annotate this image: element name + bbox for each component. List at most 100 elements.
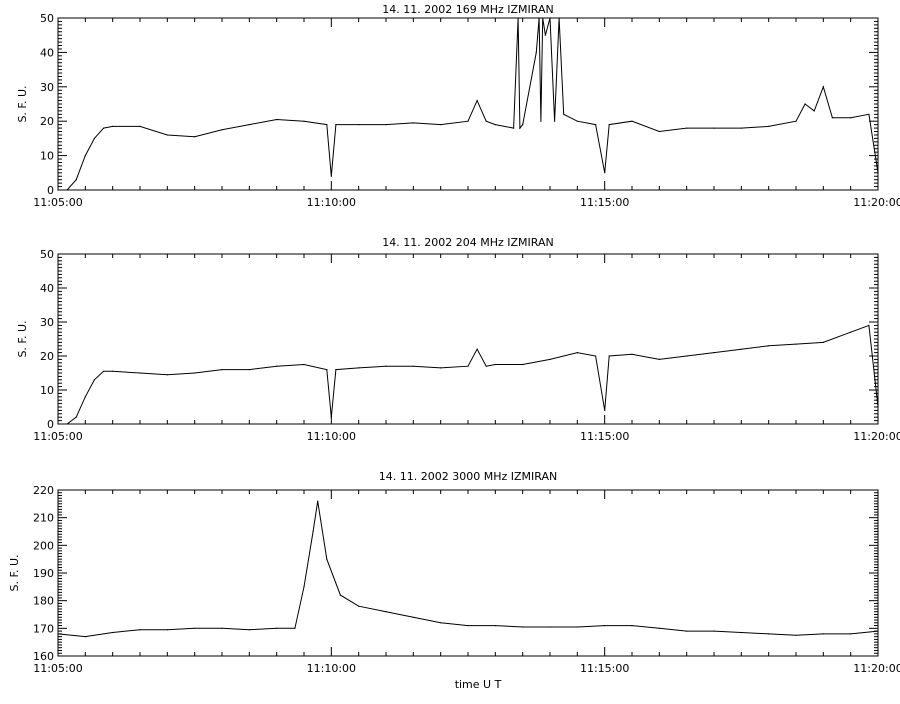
data-point	[485, 365, 487, 367]
data-point	[740, 127, 742, 129]
data-point	[549, 358, 551, 360]
data-point	[822, 341, 824, 343]
data-point	[84, 636, 86, 638]
chart-title: 14. 11. 2002 169 MHz IZMIRAN	[382, 3, 553, 16]
y-tick-label: 170	[33, 622, 54, 635]
chart-panel-1: 14. 11. 2002 169 MHz IZMIRAN 0 10 20 30 40 50 S…	[16, 3, 900, 209]
y-axis-label: S. F. U.	[8, 554, 21, 591]
data-point	[248, 124, 250, 126]
x-tick-label: 11:20:00	[853, 430, 900, 443]
data-point	[768, 125, 770, 127]
data-point	[166, 374, 168, 376]
data-point	[658, 627, 660, 629]
data-point	[221, 369, 223, 371]
x-tick-label: 11:05:00	[33, 430, 82, 443]
data-point	[795, 343, 797, 345]
data-point	[112, 125, 114, 127]
data-point	[103, 127, 105, 129]
data-point	[326, 558, 328, 560]
data-point	[139, 629, 141, 631]
y-tick-label: 200	[33, 539, 54, 552]
data-point	[358, 367, 360, 369]
data-point	[554, 120, 556, 122]
data-point	[658, 358, 660, 360]
data-point	[850, 331, 852, 333]
data-point	[813, 110, 815, 112]
data-point	[57, 423, 59, 425]
x-tick-label: 11:05:00	[33, 196, 82, 209]
data-point	[822, 86, 824, 88]
y-tick-label: 0	[47, 418, 54, 431]
x-tick-label: 11:10:00	[307, 662, 356, 675]
data-point	[440, 622, 442, 624]
data-point	[658, 130, 660, 133]
data-point	[686, 355, 688, 357]
plot-frame	[57, 489, 879, 657]
y-tick-label: 210	[33, 512, 54, 525]
data-point	[335, 369, 337, 371]
data-point	[166, 134, 168, 136]
data-point	[103, 370, 105, 372]
data-point	[850, 117, 852, 119]
data-point	[385, 365, 387, 367]
data-point	[335, 124, 337, 126]
y-tick-label: 30	[40, 81, 54, 94]
data-point	[294, 627, 296, 629]
data-point	[522, 626, 524, 628]
data-point	[112, 370, 114, 372]
data-point	[326, 369, 328, 371]
data-point	[476, 100, 478, 102]
data-point	[522, 363, 524, 366]
data-point	[549, 626, 551, 628]
data-point	[221, 627, 223, 629]
x-tick-label: 11:20:00	[853, 662, 900, 675]
data-point	[440, 367, 442, 369]
data-point	[713, 630, 715, 632]
data-point	[604, 409, 606, 411]
data-point	[576, 626, 578, 628]
data-point	[631, 353, 633, 355]
data-point	[412, 365, 414, 367]
data-point	[608, 355, 610, 357]
y-tick-label: 20	[40, 350, 54, 363]
data-point	[517, 17, 519, 19]
data-point	[194, 136, 196, 138]
data-point	[686, 127, 688, 129]
data-point	[467, 120, 469, 122]
data-point	[84, 155, 86, 157]
data-point	[112, 631, 114, 634]
data-point	[549, 17, 551, 19]
chart-title: 14. 11. 2002 204 MHz IZMIRAN	[382, 236, 553, 249]
y-tick-label: 220	[33, 484, 54, 497]
y-tick-label: 160	[33, 650, 54, 663]
data-point	[494, 363, 496, 366]
data-point	[604, 172, 606, 174]
data-point	[385, 124, 387, 126]
data-point	[412, 616, 414, 618]
data-point	[868, 113, 870, 115]
data-point	[494, 625, 496, 627]
data-point	[139, 125, 141, 127]
data-point	[713, 352, 715, 354]
data-point	[75, 179, 77, 181]
series-line-1	[57, 501, 879, 638]
data-point	[877, 172, 879, 174]
data-point	[330, 175, 332, 177]
data-point	[276, 627, 278, 629]
x-axis-label: time U T	[455, 678, 502, 691]
data-point	[276, 365, 278, 367]
data-point	[795, 634, 797, 636]
data-point	[768, 345, 770, 347]
data-point	[66, 189, 68, 191]
data-point	[57, 189, 59, 191]
data-point	[303, 363, 305, 366]
data-point	[519, 127, 521, 129]
chart-panel-2: 14. 11. 2002 204 MHz IZMIRAN 0 10 20 30 40 50 S…	[16, 236, 900, 443]
data-point	[467, 365, 469, 367]
data-point	[831, 117, 834, 119]
y-tick-label: 30	[40, 316, 54, 329]
data-point	[877, 630, 879, 632]
data-point	[513, 127, 515, 129]
